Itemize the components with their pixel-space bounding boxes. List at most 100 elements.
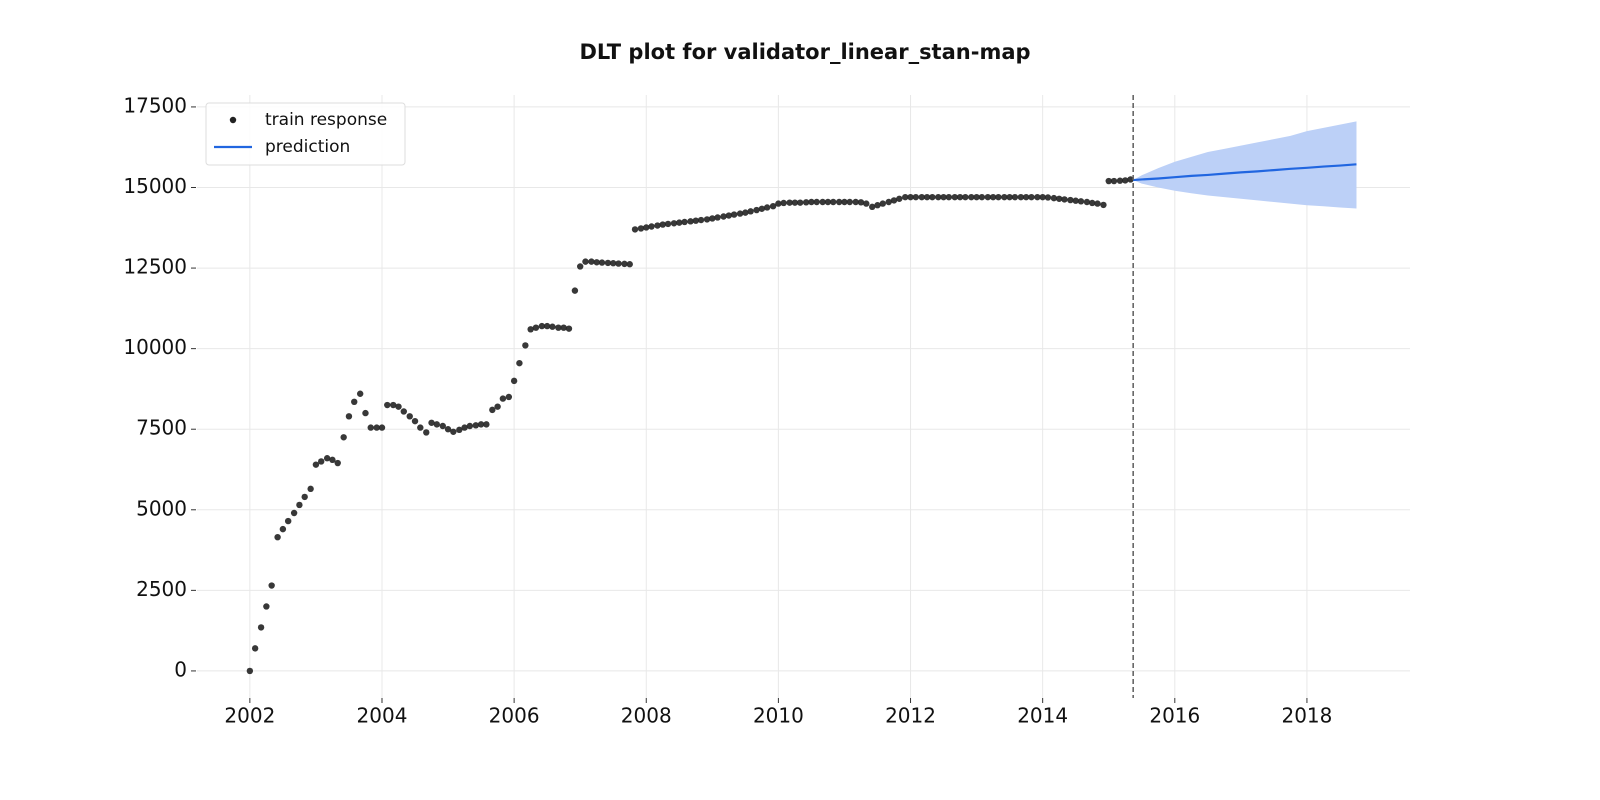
train-point: [819, 198, 826, 206]
train-point: [1072, 197, 1079, 204]
train-point: [874, 202, 881, 209]
train-point: [824, 198, 832, 206]
y-tick-label: 15000: [123, 174, 187, 198]
train-point: [813, 198, 820, 206]
train-point: [527, 326, 534, 333]
train-point: [1055, 195, 1063, 202]
train-point: [279, 525, 287, 533]
train-point: [1044, 194, 1052, 201]
train-point: [923, 193, 931, 201]
train-point: [417, 424, 424, 431]
train-point: [621, 260, 628, 268]
x-tick-label: 2012: [885, 704, 936, 728]
train-point: [444, 426, 452, 433]
train-point: [1100, 201, 1107, 209]
train-point: [395, 403, 402, 410]
train-point: [808, 198, 815, 206]
train-point: [1028, 193, 1035, 201]
train-point: [973, 193, 980, 201]
train-point: [945, 193, 953, 201]
train-point: [1039, 193, 1046, 201]
train-point: [251, 645, 259, 652]
train-point: [456, 426, 463, 434]
legend-dot: [229, 116, 237, 124]
train-point: [968, 193, 975, 201]
train-point: [483, 421, 490, 428]
x-tick-label: 2018: [1281, 704, 1332, 728]
train-point: [1017, 193, 1025, 201]
train-point: [890, 197, 898, 204]
train-point: [863, 200, 870, 207]
train-point: [709, 215, 716, 222]
train-point: [885, 198, 892, 206]
train-point: [742, 209, 749, 216]
train-point: [681, 218, 688, 226]
legend-label: train response: [265, 110, 387, 130]
train-point: [989, 193, 997, 201]
legend-label: prediction: [265, 137, 350, 157]
train-point: [758, 205, 766, 212]
train-point: [1006, 193, 1013, 201]
train-point: [869, 203, 876, 211]
grid: 0 2500 5000 7500 10000 12500 15000 17500 2002 200…: [123, 93, 1410, 728]
train-point: [643, 224, 650, 231]
train-point: [290, 509, 298, 517]
marks: [246, 95, 1357, 698]
train-point: [582, 258, 589, 265]
train-point: [626, 261, 633, 268]
train-point: [725, 212, 733, 219]
train-point: [565, 325, 573, 332]
y-tick-label: 17500: [123, 93, 187, 117]
train-point: [956, 193, 964, 201]
train-point: [841, 198, 848, 206]
train-point: [461, 424, 468, 431]
train-point: [477, 421, 485, 428]
train-point: [802, 199, 810, 206]
y-tick-label: 5000: [136, 496, 187, 520]
train-point: [935, 193, 942, 201]
train-point: [879, 200, 886, 207]
train-point: [284, 517, 292, 525]
train-point: [747, 208, 754, 215]
train-point: [1061, 196, 1068, 203]
train-point: [769, 202, 777, 210]
train-point: [604, 259, 612, 267]
train-point: [351, 398, 358, 406]
train-point: [610, 260, 617, 267]
train-point: [659, 221, 666, 228]
train-point: [593, 259, 600, 266]
train-point: [664, 220, 672, 228]
train-point: [929, 193, 936, 201]
train-point: [362, 409, 369, 417]
train-point: [378, 424, 386, 431]
train-point: [423, 429, 430, 436]
train-point: [918, 193, 925, 201]
train-point: [373, 424, 380, 431]
train-point: [896, 195, 903, 202]
train-point: [466, 422, 474, 430]
train-point: [318, 458, 325, 465]
train-point: [510, 377, 518, 385]
train-point: [598, 259, 606, 266]
train-point: [472, 422, 480, 429]
train-point: [345, 413, 353, 420]
train-point: [791, 199, 799, 206]
train-point: [852, 198, 859, 206]
prediction-line: [1133, 163, 1357, 182]
train-point: [1122, 177, 1129, 184]
train-point: [560, 324, 567, 331]
y-tick-label: 12500: [123, 255, 187, 279]
train-point: [1001, 193, 1008, 201]
train-point: [1050, 194, 1058, 202]
train-point: [411, 417, 419, 425]
train-point: [775, 200, 782, 207]
train-point: [307, 485, 314, 493]
legend-box: [205, 102, 406, 166]
train-point: [830, 198, 837, 206]
chart-title: DLT plot for validator_linear_stan-map: [579, 40, 1030, 64]
train-point: [912, 193, 920, 201]
train-point: [786, 199, 793, 206]
y-tick-label: 2500: [136, 577, 187, 601]
train-point: [984, 193, 992, 201]
